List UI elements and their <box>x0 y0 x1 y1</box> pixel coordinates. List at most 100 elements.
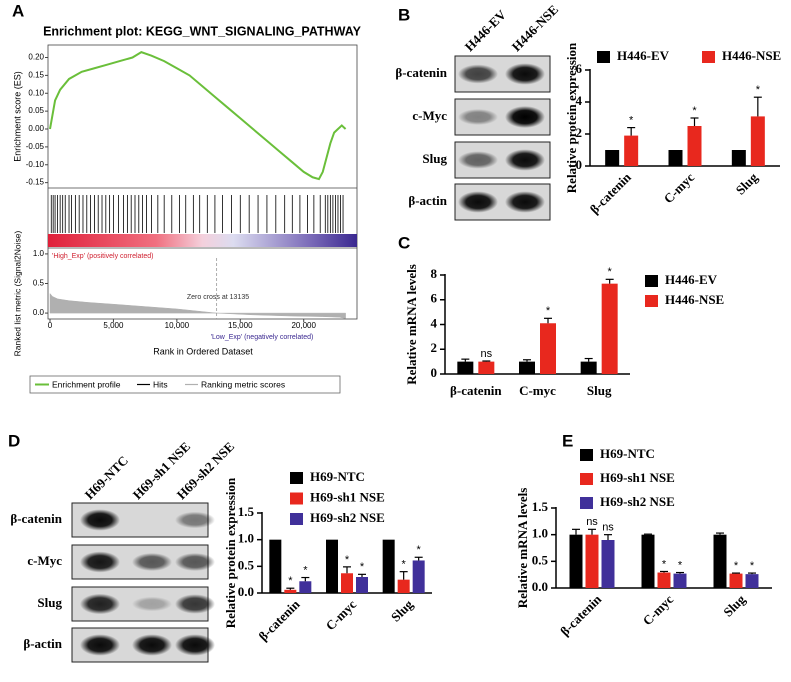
y-tick-label: 0.00 <box>28 124 44 133</box>
blot-band <box>175 634 215 656</box>
bar <box>605 150 620 166</box>
blot-band <box>132 634 172 656</box>
y-tick-label: 1.0 <box>532 526 548 541</box>
blot-band <box>505 191 545 213</box>
significance: ns <box>602 522 614 534</box>
significance: ns <box>586 516 598 528</box>
x-tick-label: C-myc <box>640 591 677 628</box>
x-tick-label: 10,000 <box>165 321 190 330</box>
lane-label: H446-NSE <box>509 2 561 54</box>
bar <box>601 540 615 588</box>
x-tick-label: β-catenin <box>587 169 635 217</box>
x-axis-label: Rank in Ordered Dataset <box>153 346 253 356</box>
y-tick-label: 0.20 <box>28 53 44 62</box>
row-label: Slug <box>422 151 447 166</box>
blot-band <box>505 63 545 85</box>
bar <box>382 539 395 593</box>
y-tick-label: 2 <box>576 125 583 140</box>
bar <box>624 135 639 166</box>
panel-letter: A <box>12 1 24 20</box>
significance: * <box>756 84 761 96</box>
row-label: β-catenin <box>395 65 447 80</box>
blot-band <box>505 149 545 171</box>
y-axis-label: Relative mRNA levels <box>515 488 530 609</box>
legend-label: H446-NSE <box>722 48 781 63</box>
y-tick-label: 0.5 <box>238 557 255 572</box>
legend-swatch <box>290 472 303 484</box>
significance: * <box>303 564 308 576</box>
y-tick-label: 0.5 <box>532 552 549 567</box>
x-tick-label: C-myc <box>323 596 360 633</box>
significance: * <box>288 575 293 587</box>
lane-label: H69-NTC <box>82 453 131 502</box>
y-tick-label: 0 <box>431 365 438 380</box>
bar <box>745 574 759 588</box>
bar <box>269 539 282 593</box>
y-tick-label: 6 <box>431 291 438 306</box>
annotation: 'Low_Exp' (negatively correlated) <box>211 334 314 341</box>
es-line <box>49 51 347 181</box>
y-tick-label: 1.5 <box>238 504 255 519</box>
blot-band <box>175 594 215 614</box>
bar <box>729 573 743 588</box>
y-tick-label: 1.5 <box>532 499 549 514</box>
bar <box>412 560 425 593</box>
panel-letter: D <box>8 431 20 450</box>
row-label: β-actin <box>23 636 62 651</box>
lane-label: H446-EV <box>462 6 510 54</box>
legend-swatch <box>645 275 658 287</box>
x-tick-label: Slug <box>587 383 612 398</box>
blot-band <box>80 634 120 656</box>
panel-letter: B <box>398 5 410 24</box>
bar <box>713 534 727 588</box>
y-tick-label: 0.10 <box>28 88 44 97</box>
blot-band <box>458 151 498 169</box>
bar <box>356 577 368 593</box>
y-tick-label: 8 <box>431 266 438 281</box>
x-tick-label: 15,000 <box>228 321 253 330</box>
bar <box>687 126 702 166</box>
y-axis-label: Relative protein expression <box>223 477 238 628</box>
significance: * <box>417 544 422 556</box>
y-tick-label: 4 <box>431 315 438 330</box>
row-label: β-catenin <box>10 511 62 526</box>
x-tick-label: Slug <box>720 591 748 619</box>
x-tick-label: β-catenin <box>255 596 303 644</box>
x-tick-label: β-catenin <box>557 591 605 639</box>
legend-swatch <box>645 295 658 307</box>
rank-color-bar <box>48 234 357 247</box>
legend-label: H69-NTC <box>310 469 365 484</box>
y-tick-label: 0.0 <box>532 579 548 594</box>
bar <box>341 573 353 593</box>
y-tick-label: -0.05 <box>26 142 45 151</box>
blot-band <box>458 109 498 125</box>
bar <box>668 150 683 166</box>
bar <box>397 579 410 593</box>
annotation: Zero cross at 13135 <box>187 294 249 301</box>
bar <box>750 116 765 166</box>
significance: * <box>734 560 739 572</box>
significance: * <box>360 561 365 573</box>
y-axis-label: Relative protein expression <box>564 42 579 193</box>
legend-swatch <box>580 497 593 509</box>
significance: * <box>629 115 634 127</box>
significance: * <box>546 305 551 317</box>
y-tick-label: 0.15 <box>28 70 44 79</box>
bar <box>519 361 535 374</box>
bar <box>569 534 583 588</box>
legend-label: H69-sh2 NSE <box>310 510 385 525</box>
x-tick-label: 0 <box>48 321 53 330</box>
bar <box>284 589 297 593</box>
legend-swatch <box>290 513 303 525</box>
panel-letter: E <box>562 431 573 450</box>
bar <box>299 581 312 593</box>
row-label: c-Myc <box>27 553 62 568</box>
bar <box>326 539 338 593</box>
legend-label: H69-NTC <box>600 446 655 461</box>
x-tick-label: 20,000 <box>291 321 316 330</box>
legend-label: H446-NSE <box>665 292 724 307</box>
legend-label: H446-EV <box>665 272 718 287</box>
x-tick-label: 5,000 <box>103 321 124 330</box>
x-tick-label: Slug <box>388 596 416 624</box>
